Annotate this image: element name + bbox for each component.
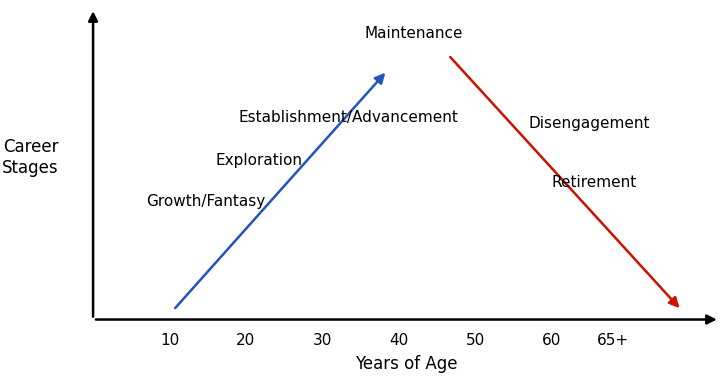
Text: Disengagement: Disengagement xyxy=(529,116,650,131)
Text: Exploration: Exploration xyxy=(215,153,302,168)
Text: Retirement: Retirement xyxy=(552,175,637,190)
Text: Establishment/Advancement: Establishment/Advancement xyxy=(238,110,458,125)
Text: Maintenance: Maintenance xyxy=(365,26,463,41)
Y-axis label: Career
Stages: Career Stages xyxy=(2,138,59,177)
Text: Growth/Fantasy: Growth/Fantasy xyxy=(146,194,266,209)
X-axis label: Years of Age: Years of Age xyxy=(355,355,458,373)
